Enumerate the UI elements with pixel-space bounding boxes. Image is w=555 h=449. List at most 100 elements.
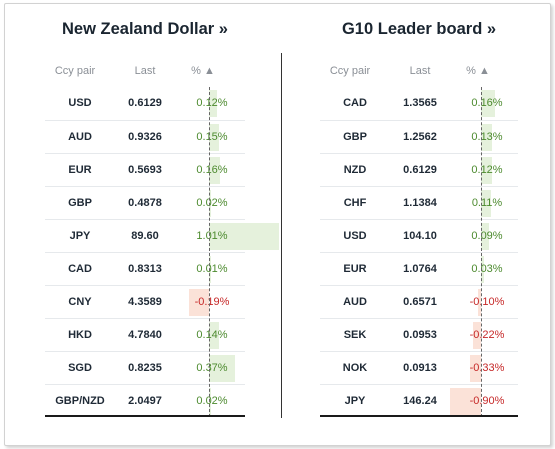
percent-change-cell: 0.16% [471, 97, 503, 109]
fx-widget-card: New Zealand Dollar » Ccy pair Last % ▲ U… [4, 3, 551, 446]
table-row[interactable]: NZD 0.6129 0.12% [320, 153, 518, 186]
last-price-cell: 0.5693 [128, 164, 162, 176]
change-bar [209, 190, 211, 217]
percent-change-cell: -0.33% [469, 362, 505, 374]
change-bar [450, 388, 481, 415]
zero-line [481, 87, 482, 417]
header-ccy-pair: Ccy pair [54, 65, 96, 77]
ccy-pair-cell: EUR [68, 164, 92, 176]
percent-change-cell: 0.16% [196, 164, 228, 176]
table-row[interactable]: CNY 4.3589 -0.19% [45, 285, 245, 318]
ccy-pair-cell: CHF [343, 197, 367, 209]
table-row[interactable]: AUD 0.9326 0.15% [45, 120, 245, 153]
change-bar [481, 124, 492, 151]
change-bar [481, 90, 495, 117]
ccy-pair-cell: JPY [344, 395, 366, 407]
change-bar [209, 157, 220, 184]
header-percent-sort[interactable]: % ▲ [466, 65, 490, 77]
table-bottom-rule [45, 415, 245, 417]
change-bar [209, 223, 279, 250]
change-bar [209, 124, 219, 151]
table-row[interactable]: GBP 0.4878 0.02% [45, 186, 245, 219]
percent-change-cell: 0.01% [196, 263, 228, 275]
table-row[interactable]: CAD 0.8313 0.01% [45, 252, 245, 285]
nzd-table-header: Ccy pair Last % ▲ [45, 65, 245, 79]
percent-change-cell: 1.01% [196, 230, 228, 242]
change-bar [189, 289, 209, 316]
table-row[interactable]: CAD 1.3565 0.16% [320, 87, 518, 120]
percent-change-cell: 0.37% [196, 362, 228, 374]
ccy-pair-cell: AUD [68, 131, 92, 143]
table-row[interactable]: USD 0.6129 0.12% [45, 87, 245, 120]
last-price-cell: 104.10 [403, 230, 437, 242]
panel-divider [281, 53, 282, 418]
percent-change-cell: 0.02% [196, 395, 228, 407]
ccy-pair-cell: HKD [68, 329, 92, 341]
table-row[interactable]: USD 104.10 0.09% [320, 219, 518, 252]
last-price-cell: 0.9326 [128, 131, 162, 143]
table-row[interactable]: EUR 0.5693 0.16% [45, 153, 245, 186]
last-price-cell: 0.8313 [128, 263, 162, 275]
percent-change-cell: 0.12% [471, 164, 503, 176]
last-price-cell: 0.0913 [403, 362, 437, 374]
last-price-cell: 1.2562 [403, 131, 437, 143]
last-price-cell: 0.6129 [403, 164, 437, 176]
table-row[interactable]: EUR 1.0764 0.03% [320, 252, 518, 285]
last-price-cell: 1.0764 [403, 263, 437, 275]
ccy-pair-cell: SGD [68, 362, 92, 374]
ccy-pair-cell: SEK [343, 329, 367, 341]
table-row[interactable]: JPY 89.60 1.01% [45, 219, 279, 252]
header-last: Last [134, 65, 156, 77]
percent-change-cell: 0.03% [471, 263, 503, 275]
percent-change-cell: 0.11% [471, 197, 503, 209]
ccy-pair-cell: NZD [343, 164, 367, 176]
table-row[interactable]: SEK 0.0953 -0.22% [320, 318, 518, 351]
percent-change-cell: 0.12% [196, 97, 228, 109]
ccy-pair-cell: EUR [343, 263, 367, 275]
g10-panel-title-link[interactable]: G10 Leader board » [341, 20, 497, 38]
last-price-cell: 4.7840 [128, 329, 162, 341]
table-row[interactable]: JPY 146.24 -0.90% [320, 384, 518, 417]
change-bar [481, 223, 489, 250]
table-row[interactable]: GBP/NZD 2.0497 0.02% [45, 384, 245, 417]
percent-change-cell: 0.02% [196, 197, 228, 209]
change-bar [478, 289, 481, 316]
last-price-cell: 0.4878 [128, 197, 162, 209]
change-bar [481, 256, 484, 283]
percent-change-cell: 0.15% [196, 131, 228, 143]
header-ccy-pair: Ccy pair [329, 65, 371, 77]
last-price-cell: 0.0953 [403, 329, 437, 341]
change-bar [209, 90, 217, 117]
table-row[interactable]: GBP 1.2562 0.13% [320, 120, 518, 153]
ccy-pair-cell: JPY [69, 230, 91, 242]
last-price-cell: 0.6129 [128, 97, 162, 109]
change-bar [209, 322, 219, 349]
change-bar [209, 256, 211, 283]
nzd-table-body: USD 0.6129 0.12% AUD 0.9326 0.15% EUR 0.5693 0.1… [45, 87, 279, 417]
percent-change-cell: 0.09% [471, 230, 503, 242]
header-percent-sort[interactable]: % ▲ [191, 65, 215, 77]
ccy-pair-cell: GBP [68, 197, 92, 209]
ccy-pair-cell: CAD [343, 97, 367, 109]
change-bar [209, 355, 235, 382]
table-row[interactable]: HKD 4.7840 0.14% [45, 318, 245, 351]
ccy-pair-cell: CNY [68, 296, 92, 308]
last-price-cell: 2.0497 [128, 395, 162, 407]
last-price-cell: 4.3589 [128, 296, 162, 308]
ccy-pair-cell: AUD [343, 296, 367, 308]
header-last: Last [409, 65, 431, 77]
table-row[interactable]: SGD 0.8235 0.37% [45, 351, 245, 384]
table-row[interactable]: NOK 0.0913 -0.33% [320, 351, 518, 384]
ccy-pair-cell: USD [68, 97, 92, 109]
table-row[interactable]: CHF 1.1384 0.11% [320, 186, 518, 219]
nzd-panel-title-link[interactable]: New Zealand Dollar » [62, 20, 228, 38]
ccy-pair-cell: NOK [342, 362, 368, 374]
table-row[interactable]: AUD 0.6571 -0.10% [320, 285, 518, 318]
g10-table-body: CAD 1.3565 0.16% GBP 1.2562 0.13% NZD 0.6129 0.1… [320, 87, 518, 417]
last-price-cell: 1.1384 [403, 197, 437, 209]
zero-line [209, 87, 210, 417]
table-bottom-rule [320, 415, 518, 417]
last-price-cell: 0.6571 [403, 296, 437, 308]
change-bar [481, 190, 491, 217]
last-price-cell: 1.3565 [403, 97, 437, 109]
